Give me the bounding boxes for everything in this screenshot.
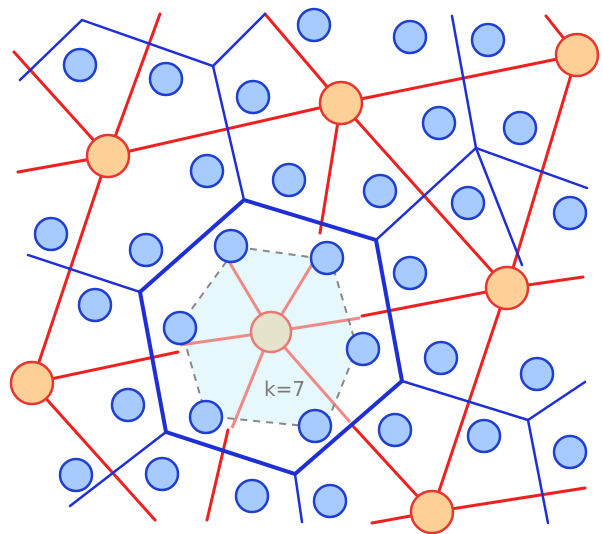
- small-node: [466, 418, 502, 454]
- small-node: [297, 408, 333, 444]
- small-node: [312, 483, 348, 519]
- small-node: [450, 185, 486, 221]
- small-node: [58, 457, 94, 493]
- small-node: [470, 22, 506, 58]
- small-node: [62, 47, 98, 83]
- hub-node: [409, 489, 455, 534]
- small-node: [519, 356, 555, 392]
- small-node: [552, 434, 588, 470]
- hub-node: [318, 80, 364, 126]
- small-node: [421, 105, 457, 141]
- small-node: [33, 216, 69, 252]
- hub-node: [85, 133, 131, 179]
- small-node: [77, 287, 113, 323]
- center-node: [249, 310, 293, 354]
- small-node: [234, 478, 270, 514]
- small-node: [309, 240, 345, 276]
- small-node: [162, 310, 198, 346]
- small-node: [188, 399, 224, 435]
- hub-nodes: [9, 32, 600, 534]
- small-node: [271, 162, 307, 198]
- small-node: [144, 456, 180, 492]
- small-node: [392, 19, 428, 55]
- small-node: [235, 79, 271, 115]
- small-node: [213, 228, 249, 264]
- small-node: [296, 7, 332, 43]
- small-node: [377, 412, 413, 448]
- blue-network: [18, 12, 589, 525]
- degree-label: k=7: [264, 377, 305, 401]
- small-node: [392, 255, 428, 291]
- central-cell: [138, 198, 404, 476]
- small-node: [189, 153, 225, 189]
- small-node: [423, 340, 459, 376]
- hub-node: [484, 265, 530, 311]
- small-node: [552, 195, 588, 231]
- small-node: [128, 232, 164, 268]
- small-node: [502, 110, 538, 146]
- small-node: [362, 173, 398, 209]
- hub-node: [9, 360, 55, 406]
- hub-node: [554, 32, 600, 78]
- small-node: [345, 331, 381, 367]
- small-nodes: [33, 7, 588, 519]
- small-node: [110, 387, 146, 423]
- small-node: [148, 61, 184, 97]
